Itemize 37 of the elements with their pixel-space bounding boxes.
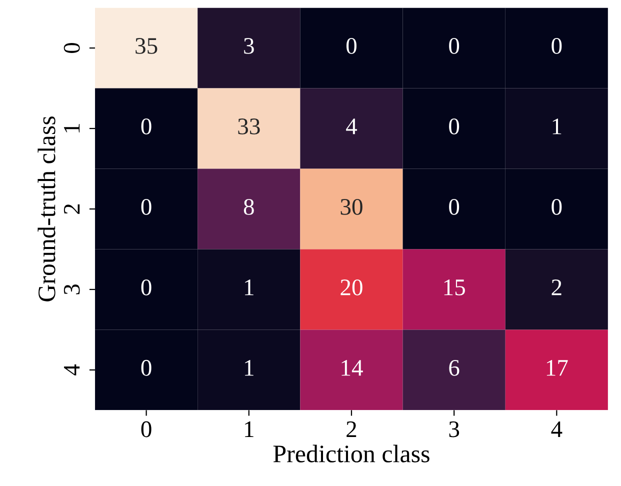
y-tick-label: 4 — [64, 364, 80, 376]
data-label: 33 — [238, 118, 260, 134]
x-tick-label: 0 — [141, 421, 152, 438]
x-tick-label: 4 — [551, 421, 562, 437]
data-label: 0 — [141, 360, 152, 376]
data-label: 0 — [141, 118, 152, 134]
data-label: 15 — [444, 280, 465, 296]
data-label: 0 — [449, 118, 460, 134]
y-axis-title: Ground-truth class — [38, 116, 56, 302]
data-label: 0 — [141, 279, 152, 296]
data-label: 3 — [244, 38, 254, 54]
x-axis-title: Prediction class — [273, 444, 430, 462]
x-tick-label: 1 — [245, 421, 254, 437]
y-tick-label: 2 — [64, 204, 80, 214]
data-label: 14 — [342, 360, 363, 376]
data-label: 1 — [245, 280, 254, 296]
data-label: 30 — [340, 198, 362, 215]
data-label: 6 — [449, 360, 460, 376]
data-label: 0 — [449, 198, 460, 215]
data-label: 35 — [136, 38, 158, 54]
data-label: 1 — [245, 360, 254, 376]
y-tick-label: 3 — [64, 284, 80, 294]
data-label: 0 — [552, 198, 562, 215]
data-label: 4 — [346, 118, 358, 134]
data-label: 17 — [546, 360, 568, 376]
data-label: 0 — [346, 38, 356, 54]
y-tick-label: 1 — [64, 124, 80, 132]
x-tick-label: 2 — [346, 421, 356, 437]
data-label: 0 — [141, 198, 152, 215]
y-tick-label: 0 — [64, 43, 80, 54]
x-tick-label: 3 — [449, 421, 460, 438]
data-label: 8 — [244, 198, 254, 215]
data-label: 0 — [449, 38, 460, 54]
data-label: 1 — [552, 118, 562, 134]
data-label: 20 — [340, 279, 362, 296]
data-label: 0 — [552, 38, 562, 54]
data-label: 2 — [552, 280, 562, 296]
